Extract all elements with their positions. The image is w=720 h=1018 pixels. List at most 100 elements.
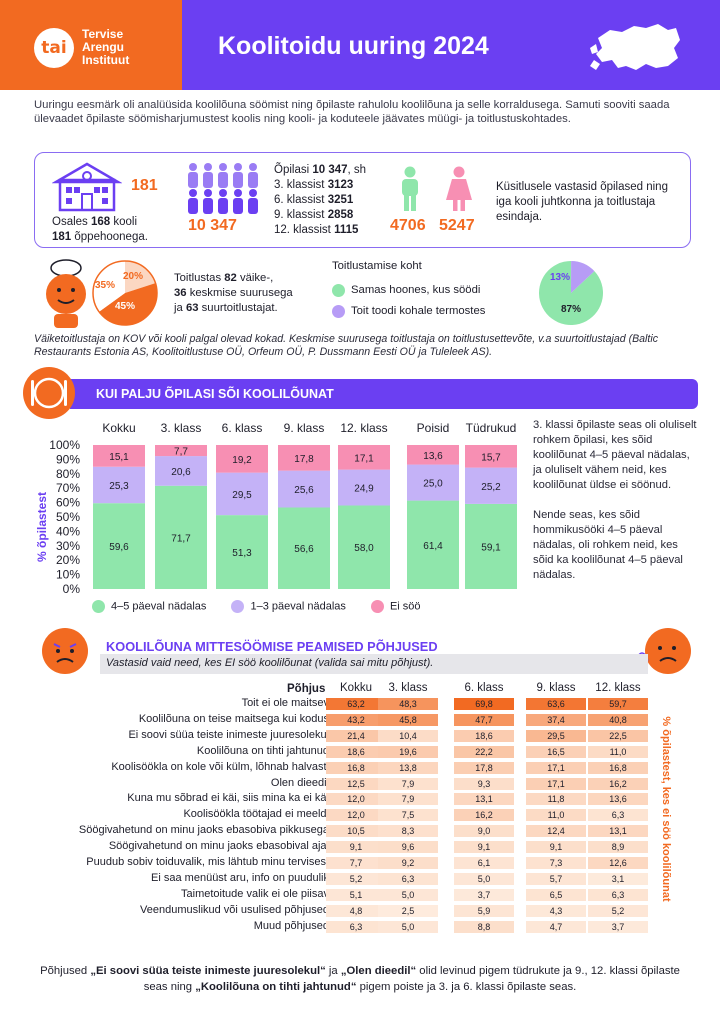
table-cell: 5,7 (526, 872, 586, 885)
table-cell: 17,1 (526, 777, 586, 790)
legend-dot (332, 304, 345, 318)
table-cell: 9,3 (454, 777, 514, 790)
pie-slice (99, 283, 157, 325)
section-subtitle-band (100, 654, 648, 674)
location-legend-item: Samas hoones, kus söödi (332, 283, 480, 298)
bar-value-label: 25,6 (294, 485, 314, 496)
table-cell: 2,5 (378, 904, 438, 917)
y-tick-label: 40% (56, 524, 80, 538)
org-name: Tervise Arengu Instituut (82, 28, 129, 67)
section-subtitle: Vastasid vaid need, kes EI söö koolilõun… (106, 657, 434, 669)
table-cell: 12,0 (326, 793, 386, 806)
text-part: Põhjused (40, 965, 91, 977)
table-cell: 6,3 (588, 809, 648, 822)
bar-segment (338, 469, 390, 506)
grade-label: 6. klassist (274, 194, 328, 206)
bar-segment (407, 500, 459, 589)
bar-value-label: 51,3 (232, 548, 252, 559)
text-part: „Olen dieedil“ (340, 965, 417, 977)
table-cell: 6,3 (378, 872, 438, 885)
reason-label: Kuna mu sõbrad ei käi, siis mina ka ei k… (127, 792, 329, 805)
table-cell: 9,2 (378, 857, 438, 869)
table-cell: 29,5 (526, 729, 586, 742)
commentary-paragraph: 3. klassi õpilaste seas oli oluliselt ro… (533, 419, 697, 491)
table-cell: 9,0 (454, 825, 514, 838)
grade-label: 9. klassist (274, 209, 328, 221)
grade-value: 3123 (327, 179, 354, 191)
table-cell: 16,8 (588, 761, 648, 774)
pie-slice (125, 261, 156, 293)
table-cell: 12,0 (326, 809, 386, 822)
bar-value-label: 20,6 (171, 467, 191, 478)
location-title: Toitlustamise koht (332, 260, 422, 272)
reason-label: Ei saa menüüst aru, info on puudulik (151, 871, 329, 884)
category-label: 9. klass (284, 421, 325, 435)
bar-segment (278, 470, 330, 508)
bar-value-label: 17,1 (354, 453, 374, 464)
chart-legend: 4–5 päeval nädalas 1–3 päeval nädalas Ei… (92, 600, 421, 613)
caterers-pie: 20% 45% 35% (92, 260, 158, 326)
text-line: Toitlustas 82 väike-, (174, 271, 293, 286)
bar-segment (216, 472, 268, 516)
table-cell: 6,5 (526, 888, 586, 901)
table-cell: 4,3 (526, 904, 586, 917)
caterers-count: 36 (174, 287, 187, 299)
table-cell: 8,3 (378, 825, 438, 838)
table-cell: 10,4 (378, 729, 438, 742)
bar-value-label: 13,6 (423, 451, 443, 462)
table-cell: 13,6 (588, 793, 648, 806)
table-cell: 18,6 (454, 729, 514, 742)
commentary-paragraph: Nende seas, kes sõid hommikusööki 4–5 pä… (533, 509, 683, 581)
legend-label: Ei söö (389, 600, 421, 613)
bar-value-label: 58,0 (354, 543, 374, 554)
text-part: suurtoitlustajat. (198, 302, 278, 314)
grade-line: 3. klassist 3123 (274, 178, 366, 193)
table-cell: 21,4 (326, 729, 386, 742)
bar-segment (338, 445, 390, 470)
org-line: Arengu (82, 40, 124, 54)
table-column-header: Kokku (340, 682, 372, 694)
bar-value-label: 59,6 (109, 542, 129, 553)
chart-commentary: 3. klassi õpilaste seas oli oluliselt ro… (533, 418, 701, 583)
text-part: kooli (110, 216, 138, 228)
table-column-header: 6. klass (464, 682, 504, 694)
table-cell: 8,8 (454, 920, 514, 933)
table-cell: 6,1 (454, 857, 514, 869)
table-column-header: 9. klass (536, 682, 576, 694)
girls-count: 5247 (439, 217, 475, 234)
category-label: 6. klass (222, 421, 263, 435)
students-icon (188, 163, 258, 214)
logo-icon: tai (34, 28, 74, 68)
reason-label: Muud põhjused (253, 919, 329, 932)
reason-label: Puudub sobiv toiduvalik, mis lähtub minu… (86, 856, 329, 868)
text-part: Toitlustas (174, 272, 225, 284)
table-cell: 22,5 (588, 729, 648, 742)
schools-text: Osales 168 kooli 181 õppehoonega. (52, 215, 148, 245)
table-cell: 13,8 (378, 761, 438, 774)
bar-segment (155, 485, 207, 589)
y-tick-label: 70% (56, 481, 80, 495)
y-tick-label: 30% (56, 539, 80, 553)
bar-value-label: 29,5 (232, 490, 252, 501)
category-label: 3. klass (161, 421, 202, 435)
table-cell: 3,7 (588, 920, 648, 933)
chart-y-label: % õpilastest (35, 492, 49, 562)
boy-icon (402, 166, 418, 211)
y-tick-label: 60% (56, 496, 80, 510)
location-legend-item: Toit toodi kohale termostes (332, 304, 485, 319)
bar-segment (465, 467, 517, 504)
caterers-count: 82 (224, 272, 237, 284)
bar-segment (407, 464, 459, 501)
table-cell: 18,6 (326, 745, 386, 758)
pie-slice (571, 261, 595, 293)
text-part: „Ei soovi süüa teiste inimeste juuresole… (90, 965, 326, 977)
table-cell: 12,5 (326, 777, 386, 790)
bar-segment (407, 445, 459, 465)
pie-label: 45% (115, 301, 135, 312)
table-y-label: % õpilastest, kes ei söö koolilõunat (660, 716, 672, 902)
table-cell: 7,9 (378, 793, 438, 806)
dislike-face-icon (42, 628, 88, 674)
reason-label: Koolisöökla töötajad ei meeldi (183, 808, 329, 821)
table-cell: 7,3 (526, 857, 586, 869)
bar-value-label: 59,1 (481, 542, 501, 553)
